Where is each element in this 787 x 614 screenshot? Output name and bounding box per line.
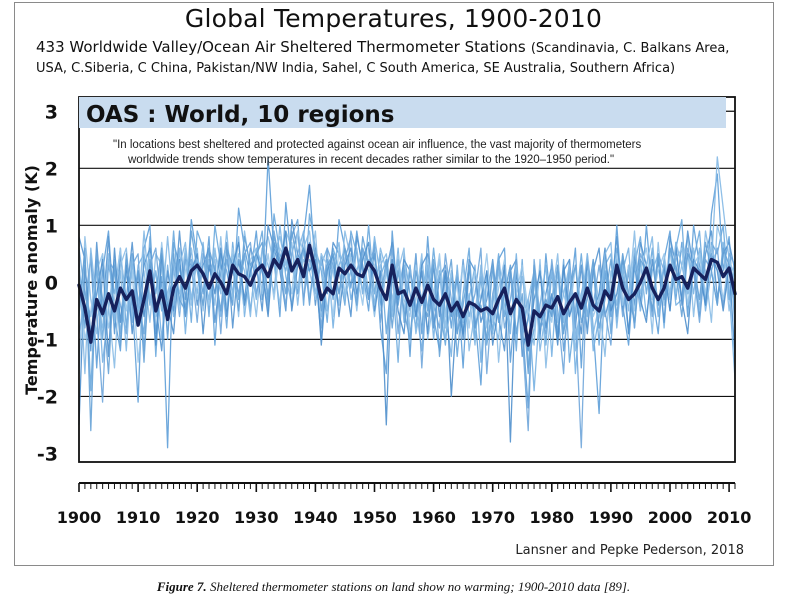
- credit-text: Lansner and Pepke Pederson, 2018: [515, 543, 744, 558]
- caption-label: Figure 7.: [156, 579, 207, 594]
- y-tick-label-0: 0: [45, 272, 58, 294]
- y-tick-label--2: -2: [37, 386, 58, 408]
- subtitle-main: 433 Worldwide Valley/Ocean Air Sheltered…: [36, 38, 526, 56]
- y-tick-label-2: 2: [45, 158, 58, 180]
- panel-title-background: [79, 97, 726, 128]
- x-tick-label-1900: 1900: [57, 508, 102, 527]
- series-region-10: [78, 230, 736, 432]
- x-tick-label-1980: 1980: [530, 508, 575, 527]
- x-tick-label-1910: 1910: [116, 508, 161, 527]
- panel-title-box: OAS : World, 10 regions: [79, 97, 726, 128]
- series-region-2: [78, 213, 736, 392]
- subtitle-regions-line1: (Scandinavia, C. Balkans Area,: [530, 41, 730, 56]
- series-world-average: [77, 243, 737, 347]
- panel-title: OAS : World, 10 regions: [86, 102, 394, 128]
- caption-text: Sheltered thermometer stations on land s…: [206, 579, 631, 594]
- y-tick-label-3: 3: [45, 101, 58, 123]
- quote-line-1: "In locations best sheltered and protect…: [113, 139, 642, 151]
- average-series-group: [77, 243, 737, 347]
- x-tick-label-1930: 1930: [234, 508, 279, 527]
- x-tick-label-1960: 1960: [411, 508, 456, 527]
- y-tick-label--3: -3: [37, 443, 58, 465]
- x-tick-label-1950: 1950: [352, 508, 397, 527]
- figure-title: Global Temperatures, 1900-2010: [184, 4, 603, 33]
- figure-caption: Figure 7. Sheltered thermometer stations…: [0, 579, 787, 595]
- x-tick-label-1970: 1970: [470, 508, 515, 527]
- y-axis-label: Temperature anomaly (K): [22, 165, 41, 395]
- figure-subtitle: 433 Worldwide Valley/Ocean Air Sheltered…: [36, 38, 776, 78]
- y-tick-labels: -3 -2 -1 0 1 2 3: [37, 101, 58, 465]
- x-tick-label-2010: 2010: [707, 508, 752, 527]
- x-tick-label-1920: 1920: [175, 508, 220, 527]
- y-tick-label--1: -1: [37, 329, 58, 351]
- x-tick-labels: 1900 1910 1920 1930 1940 1950 1960 1970 1980 1990…: [57, 508, 752, 527]
- quote-line-2: worldwide trends show temperatures in re…: [127, 154, 614, 166]
- x-tick-label-1990: 1990: [589, 508, 634, 527]
- x-tick-label-2000: 2000: [648, 508, 693, 527]
- y-tick-label-1: 1: [45, 215, 58, 237]
- subtitle-regions-line2: USA, C.Siberia, C China, Pakistan/NW Ind…: [36, 61, 676, 76]
- x-tick-label-1940: 1940: [293, 508, 338, 527]
